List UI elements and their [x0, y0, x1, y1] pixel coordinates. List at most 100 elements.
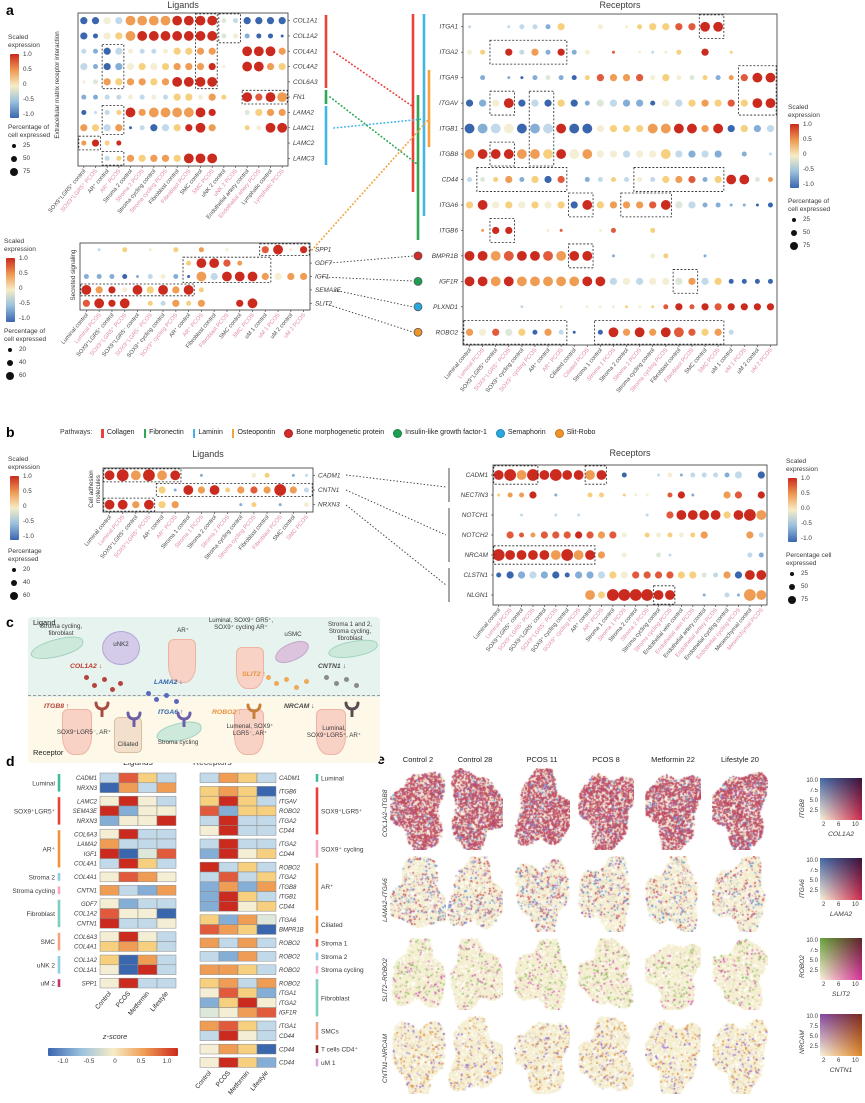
panel-e-column-header: Control 28	[457, 755, 493, 764]
panel-a-ligands-dotplot: COL1A1 COL1A2 COL4A1 COL4A2 COL6A3 FN1 LAMA2 LA…	[47, 12, 318, 220]
svg-text:CD44: CD44	[442, 177, 459, 184]
svg-text:Ciliated: Ciliated	[321, 922, 343, 929]
ligand-gene-label: COL1A2 ↓	[70, 663, 103, 670]
spatial-tile	[447, 1016, 503, 1094]
spatial-tile	[645, 768, 701, 850]
panel-e-row-label: COL1A2–ITGB8	[382, 789, 389, 837]
svg-text:CD44: CD44	[279, 1061, 295, 1067]
ligand-molecule-dot	[304, 679, 309, 684]
svg-text:CLSTN1: CLSTN1	[463, 572, 488, 579]
receptor-icon	[246, 703, 262, 719]
ligand-gene-label: SLIT2 ↑	[242, 671, 266, 678]
ligand-zone-label: Ligand	[33, 618, 56, 627]
pathway-item: Insulin-like growth factor-1	[393, 429, 487, 438]
pathway-item: Collagen	[101, 429, 135, 438]
svg-text:COL4A2: COL4A2	[293, 64, 318, 71]
svg-text:COL6A3: COL6A3	[293, 79, 318, 86]
svg-text:LAMC1: LAMC1	[293, 125, 315, 132]
pathways-label: Pathways:	[60, 429, 93, 437]
panel-e-row-label: CNTN1–NRCAM	[382, 1033, 389, 1083]
svg-text:NRCAM: NRCAM	[465, 552, 489, 559]
svg-text:COL6A3: COL6A3	[74, 832, 98, 838]
spatial-tile	[645, 938, 701, 1010]
spatial-tile	[514, 856, 570, 932]
receptor-icon	[344, 701, 360, 717]
svg-text:COL4A1: COL4A1	[293, 48, 318, 55]
panel-c-diagram: Ligand Receptor Stroma cycling, fibrobla…	[28, 617, 380, 763]
svg-text:PLXND1: PLXND1	[433, 304, 458, 311]
spatial-tile	[712, 768, 768, 850]
sox9-cell-shape	[62, 709, 92, 755]
ciliated-cell-shape	[114, 717, 142, 753]
ar-cell-shape	[168, 639, 196, 683]
svg-text:COL4A1: COL4A1	[74, 875, 97, 881]
pathway-dot-icon	[495, 429, 505, 438]
cell-type-label: uSMC	[284, 631, 302, 638]
panel-e-row-label: LAMA2–ITGA6	[382, 878, 389, 922]
ligand-molecule-dot	[294, 685, 299, 690]
bivariate-legend	[820, 778, 862, 820]
svg-text:ITGB1: ITGB1	[279, 895, 296, 901]
spatial-tile	[447, 856, 503, 932]
cell-type-label: Luminal, SOX9⁺LGR5⁺, AR⁺	[306, 725, 362, 740]
svg-text:ITGAV: ITGAV	[439, 100, 459, 107]
panel-e-column-header: PCOS 11	[526, 755, 558, 764]
svg-text:COL1A2: COL1A2	[74, 958, 98, 964]
spatial-tile	[578, 768, 634, 850]
receptor-gene-label: ROBO2 ↓	[212, 709, 242, 716]
svg-text:ROBO2: ROBO2	[436, 329, 459, 336]
svg-text:SEMA3E: SEMA3E	[73, 809, 98, 815]
svg-text:ITGA9: ITGA9	[440, 75, 459, 82]
pathway-bar-swatch	[143, 429, 147, 438]
panel-d-receptors-heatmap: Luminal CADM1 SOX9⁺LGR5⁺ ITGB6 ITGAV ROBO2 ITG…	[194, 772, 364, 1096]
svg-text:CNTN1: CNTN1	[77, 922, 97, 928]
pathway-bars	[324, 14, 431, 240]
ligand-molecule-dot	[164, 693, 169, 698]
svg-text:SPP1: SPP1	[82, 981, 97, 987]
svg-text:NLGN1: NLGN1	[467, 592, 489, 599]
legend-xgene: SLIT2	[831, 991, 851, 998]
svg-text:uM 1: uM 1	[321, 1060, 336, 1067]
svg-text:ITGA2: ITGA2	[440, 49, 459, 56]
svg-text:Luminal: Luminal	[32, 780, 55, 787]
spatial-tile	[447, 938, 503, 1010]
receptor-gene-label: ITGB8 ↑	[44, 703, 70, 710]
cell-type-label: AR⁺	[177, 627, 189, 634]
legend-a-lig-scaled: Scaled expression 1.0 0.5 0 -0.5 -1.0	[8, 34, 40, 118]
spatial-tile	[578, 856, 634, 932]
ligand-molecule-dot	[102, 677, 107, 682]
svg-text:Stroma 1: Stroma 1	[321, 940, 348, 947]
pathway-item: Osteopontin	[231, 429, 275, 438]
spatial-tile	[645, 1016, 701, 1094]
cell-type-label: Stroma 1 and 2, Stroma cycling, fibrobla…	[327, 621, 373, 643]
spatial-tile	[712, 856, 768, 932]
svg-text:LAMC2: LAMC2	[293, 140, 315, 147]
ligand-molecule-dot	[284, 677, 289, 682]
pathway-dot-icon	[554, 429, 564, 438]
svg-text:ITGA2: ITGA2	[279, 819, 297, 825]
svg-text:ROBO2: ROBO2	[279, 981, 301, 987]
svg-text:ITGA2: ITGA2	[279, 1001, 297, 1007]
pathway-bar-swatch	[192, 429, 196, 438]
svg-text:GDF7: GDF7	[315, 260, 332, 267]
panel-e-column-header: Control 2	[402, 755, 434, 764]
svg-text:ROBO2: ROBO2	[279, 955, 301, 961]
luminal-cell-shape	[236, 647, 264, 689]
svg-text:LAMA2: LAMA2	[77, 842, 97, 848]
panel-e-row-label: SLIT2–ROBO2	[382, 958, 389, 1002]
spatial-tile	[578, 938, 634, 1010]
legend-xgene: LAMA2	[829, 911, 853, 918]
legend-b-rec-pct: Percentage cell expressed 25 50 75	[786, 552, 832, 605]
pathway-item: Bone morphogenetic protein	[284, 429, 384, 438]
svg-text:CADM1: CADM1	[466, 472, 489, 479]
ligand-molecule-dot	[92, 683, 97, 688]
spatial-tile	[390, 768, 446, 850]
svg-text:SOX9⁺LGR5⁺: SOX9⁺LGR5⁺	[321, 808, 363, 815]
spatial-tile	[645, 856, 701, 932]
panel-e-column-header: Metformin 22	[651, 755, 695, 764]
legend-b-rec-scaled: Scaled expression 1.0 0.5 0.0 -0.5 -1.0	[786, 458, 818, 542]
pathway-item: Fibronectin	[143, 429, 184, 438]
svg-text:COL6A3: COL6A3	[74, 935, 98, 941]
legend-a-rec-scaled: Scaled expression 1.0 0.5 0 -0.5 -1.0	[788, 104, 820, 188]
